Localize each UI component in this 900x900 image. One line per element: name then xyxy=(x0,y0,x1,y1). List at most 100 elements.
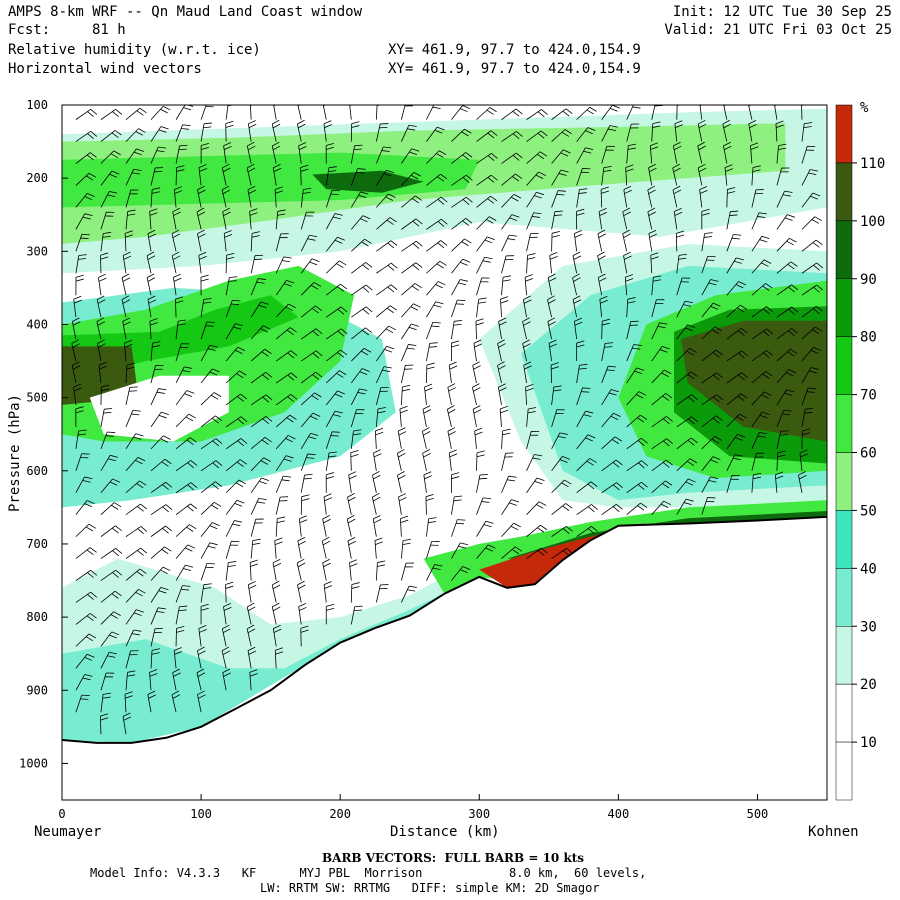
rh-band-2 xyxy=(62,152,480,208)
wind-barb-242 xyxy=(275,496,289,515)
wind-barb-276 xyxy=(323,120,332,142)
wind-barb-165 xyxy=(200,603,209,625)
wind-barb-474 xyxy=(526,524,548,537)
wind-barb-444 xyxy=(498,317,507,340)
wind-barb-58 xyxy=(125,128,146,142)
wind-barb-486 xyxy=(547,317,556,340)
wind-barb-8 xyxy=(75,274,84,296)
wind-barb-515 xyxy=(576,504,598,516)
wind-barb-562 xyxy=(650,252,659,274)
wind-barb-136 xyxy=(175,585,191,603)
colorbar-label-3: 80 xyxy=(860,330,877,346)
wind-barb-124 xyxy=(175,319,187,340)
wind-barb-308 xyxy=(351,306,373,318)
wind-barb-340 xyxy=(372,471,381,493)
wind-barb-41 xyxy=(100,384,110,405)
wind-barb-86 xyxy=(150,105,171,120)
wind-barb-473 xyxy=(526,501,547,515)
wind-barb-369 xyxy=(426,105,443,120)
wind-barb-29 xyxy=(100,130,122,142)
wind-barb-604 xyxy=(701,349,723,362)
wind-barb-454 xyxy=(501,546,523,559)
wind-barb-436 xyxy=(501,152,523,164)
wind-barb-476 xyxy=(551,108,573,120)
wind-barb-290 xyxy=(325,431,341,449)
wind-barb-331 xyxy=(376,284,398,296)
terrain-line xyxy=(62,515,827,744)
wind-barb-112 xyxy=(149,669,158,691)
wind-barb-64 xyxy=(122,251,132,274)
wind-barb-537 xyxy=(626,123,640,142)
wind-barb-175 xyxy=(222,207,231,230)
wind-barb-329 xyxy=(376,240,398,252)
wind-barb-403 xyxy=(448,361,458,384)
wind-barb-153 xyxy=(200,344,218,362)
wind-barb-13 xyxy=(73,383,82,405)
wind-barb-113 xyxy=(147,690,156,713)
field-name-wind: Horizontal wind vectors xyxy=(8,61,202,77)
wind-barb-487 xyxy=(548,339,558,362)
wind-barb-479 xyxy=(551,169,569,186)
wind-barb-45 xyxy=(100,478,120,493)
wind-barb-536 xyxy=(626,105,641,120)
wind-barb-11 xyxy=(71,339,80,362)
wind-barb-268 xyxy=(300,494,310,515)
wind-barb-294 xyxy=(322,514,331,537)
wind-barb-510 xyxy=(576,387,591,406)
wind-barb-181 xyxy=(225,346,246,362)
wind-barb-554 xyxy=(626,502,648,515)
colorbar-swatch-11 xyxy=(835,741,853,801)
wind-barb-3 xyxy=(75,172,97,186)
wind-barb-93 xyxy=(146,251,156,274)
wind-barb-524 xyxy=(597,251,606,274)
valid-time: Valid: 21 UTC Fri 03 Oct 25 xyxy=(664,22,892,38)
wind-barb-59 xyxy=(125,148,145,164)
wind-barb-654 xyxy=(776,237,797,252)
wind-barb-508 xyxy=(576,340,585,362)
wind-barb-109 xyxy=(150,607,166,625)
wind-barb-259 xyxy=(300,305,322,318)
wind-barb-518 xyxy=(601,125,618,142)
wind-barb-128 xyxy=(175,413,196,428)
wind-barb-560 xyxy=(647,207,656,230)
wind-barb-381 xyxy=(426,362,435,384)
wind-barb-571 xyxy=(651,459,673,472)
wind-barb-607 xyxy=(701,415,723,428)
wind-barb-352 xyxy=(401,240,423,252)
wind-barb-114 xyxy=(175,105,194,120)
wind-barb-550 xyxy=(626,414,648,428)
wind-barb-552 xyxy=(626,460,648,472)
wind-barb-184 xyxy=(225,416,248,428)
wind-barb-619 xyxy=(726,257,744,274)
colorbar-label-4: 70 xyxy=(860,388,877,404)
wind-barb-529 xyxy=(601,365,617,384)
wind-barb-452 xyxy=(501,499,520,515)
wind-barb-592 xyxy=(676,498,694,515)
wind-barb-570 xyxy=(651,438,673,450)
wind-barb-411 xyxy=(451,542,469,559)
wind-barb-641 xyxy=(751,350,773,362)
wind-barb-629 xyxy=(726,475,740,493)
wind-barb-404 xyxy=(447,383,456,406)
wind-barb-46 xyxy=(100,502,122,515)
wind-barb-578 xyxy=(672,185,682,208)
wind-barb-100 xyxy=(150,411,169,428)
wind-barb-363 xyxy=(397,471,406,493)
wind-barb-348 xyxy=(401,148,420,164)
wind-barb-598 xyxy=(701,208,710,230)
terrain xyxy=(62,515,827,800)
colorbar-label-0: 110 xyxy=(860,156,885,172)
wind-barb-130 xyxy=(175,460,198,472)
wind-barb-407 xyxy=(448,449,458,471)
xy-range-2: XY= 461.9, 97.7 to 424.0,154.9 xyxy=(388,61,641,77)
wind-barb-122 xyxy=(173,273,182,296)
wind-barb-286 xyxy=(326,349,348,362)
wind-barb-418 xyxy=(476,216,497,230)
wind-barb-170 xyxy=(225,105,236,120)
wind-barb-28 xyxy=(100,108,123,120)
colorbar-label-7: 40 xyxy=(860,561,877,577)
wind-barb-144 xyxy=(200,143,209,164)
wind-barb-252 xyxy=(298,142,307,164)
wind-barb-464 xyxy=(522,295,532,318)
wind-barb-652 xyxy=(776,190,793,208)
